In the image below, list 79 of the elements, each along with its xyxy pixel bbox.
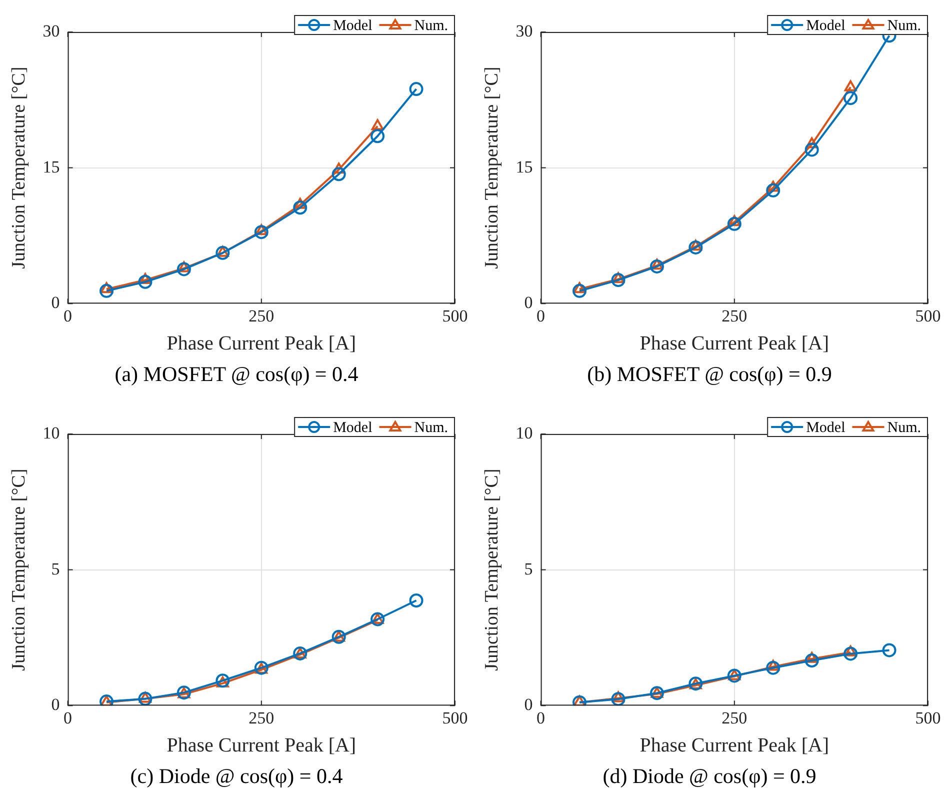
- point: [689, 240, 702, 251]
- x-tick-label: 250: [722, 708, 748, 728]
- y-axis-title: Junction Temperature [°C]: [481, 66, 502, 269]
- point: [572, 284, 587, 298]
- y-tick-label: 5: [524, 559, 533, 578]
- x-tick-label: 500: [442, 306, 468, 326]
- point: [216, 246, 230, 260]
- x-tick-label: 250: [248, 708, 274, 728]
- point: [650, 259, 664, 274]
- legend-label: Model: [806, 18, 846, 34]
- y-tick-label: 0: [51, 293, 60, 312]
- point: [100, 284, 114, 298]
- x-tick-label: 250: [722, 306, 748, 326]
- legend-label: Num.: [414, 18, 448, 34]
- point: [612, 272, 624, 284]
- point: [688, 240, 703, 254]
- y-tick-label: 10: [516, 423, 533, 442]
- y-tick-label: 5: [51, 559, 60, 578]
- x-tick-label: 0: [536, 708, 546, 728]
- point: [216, 246, 229, 257]
- legend-label: Model: [806, 420, 846, 436]
- point: [611, 273, 626, 288]
- point: [573, 282, 586, 294]
- x-tick-label: 0: [64, 306, 72, 326]
- point: [138, 692, 152, 706]
- point: [293, 200, 308, 215]
- text: (d) Diode @ cos(φ) = 0.9: [602, 764, 818, 789]
- x-tick-label: 0: [64, 708, 72, 728]
- point: [178, 261, 190, 272]
- point: [650, 258, 664, 270]
- y-tick-label: 10: [42, 423, 60, 442]
- y-tick-label: 30: [516, 21, 533, 40]
- x-tick-label: 500: [442, 708, 468, 728]
- point: [806, 137, 818, 148]
- point: [294, 198, 306, 209]
- point: [844, 91, 858, 106]
- y-tick-label: 15: [42, 157, 60, 176]
- x-axis-title: Phase Current Peak [A]: [640, 332, 830, 354]
- y-tick-label: 0: [524, 293, 533, 312]
- x-tick-label: 250: [248, 306, 274, 326]
- legend-label: Num.: [887, 18, 921, 34]
- x-axis-title: Phase Current Peak [A]: [640, 734, 830, 756]
- y-axis-title: Junction Temperature [°C]: [8, 468, 30, 671]
- point: [139, 692, 152, 703]
- text: (c) Diode @ cos(φ) = 0.4: [129, 764, 344, 789]
- x-tick-label: 500: [915, 306, 941, 326]
- point: [370, 129, 385, 144]
- x-tick-label: 0: [536, 306, 546, 326]
- y-tick-label: 15: [516, 157, 533, 176]
- point: [138, 274, 152, 289]
- x-tick-label: 500: [915, 708, 941, 728]
- point: [255, 224, 268, 236]
- x-axis-title: Phase Current Peak [A]: [166, 734, 356, 756]
- point: [766, 180, 780, 192]
- y-axis-title: Junction Temperature [°C]: [481, 468, 502, 671]
- point: [409, 82, 424, 96]
- point: [332, 162, 346, 174]
- text: (a) MOSFET @ cos(φ) = 0.4: [114, 362, 360, 387]
- text: (b) MOSFET @ cos(φ) = 0.9: [586, 362, 833, 387]
- legend-label: Model: [333, 18, 372, 34]
- legend-label: Num.: [887, 420, 921, 436]
- point: [409, 593, 424, 608]
- point: [254, 225, 268, 240]
- y-tick-label: 0: [524, 695, 533, 714]
- point: [216, 676, 229, 688]
- y-tick-label: 30: [42, 21, 60, 40]
- point: [728, 215, 741, 226]
- y-tick-label: 0: [51, 695, 60, 714]
- legend-label: Model: [333, 420, 372, 436]
- point: [100, 282, 113, 294]
- point: [371, 119, 384, 130]
- x-axis-title: Phase Current Peak [A]: [166, 332, 356, 354]
- legend-label: Num.: [414, 420, 448, 436]
- point: [727, 216, 742, 231]
- point: [804, 142, 819, 157]
- point: [176, 262, 191, 276]
- y-axis-title: Junction Temperature [°C]: [8, 66, 30, 269]
- point: [332, 167, 346, 182]
- point: [766, 183, 780, 198]
